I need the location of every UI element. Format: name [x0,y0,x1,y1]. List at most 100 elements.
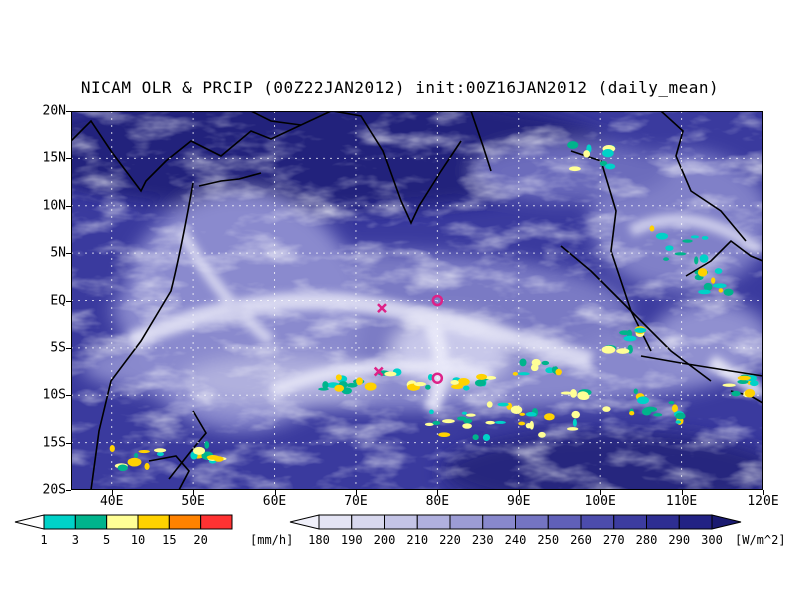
lat-tick [66,205,71,207]
java-coast [640,355,763,377]
precip-colorbar-label: 20 [193,533,208,547]
precip-cell [737,375,751,381]
precip-cell [341,387,352,395]
borneo-coast [685,239,763,277]
olr-colorbar-label: 180 [308,533,330,547]
precip-cell [665,245,674,251]
precip-cell [485,375,497,380]
colorbar-right-arrow [711,514,742,530]
precip-cell [519,412,526,416]
lat-tick-label: 10N [42,198,66,214]
precip-cell [518,372,530,376]
precip-cell [682,239,693,243]
lat-tick [66,490,71,491]
india-coast [332,111,462,225]
precip-cell [723,288,734,296]
precip-cell [737,379,749,384]
precip-cell [698,289,711,295]
lat-tick-label: EQ [50,293,66,308]
lat-tick-label: 20S [42,482,66,498]
colorbar-left-arrow [289,514,320,530]
indochina-coast [660,111,747,242]
precip-cell [127,457,142,467]
colorbar-swatch [351,514,385,530]
olr-colorbar-label: 230 [471,533,494,547]
colorbar-swatch [106,514,139,530]
lat-tick [66,253,71,255]
lon-tick-label: 50E [181,494,205,509]
precip-cell [722,383,736,387]
precip-cell [694,256,699,265]
precip-cell [512,371,518,376]
lon-tick-label: 110E [665,494,698,509]
lat-tick [66,158,71,160]
burma-malay-coast [570,150,652,352]
precip-cell [637,396,649,405]
lon-tick [763,490,764,495]
x-marker [373,366,384,377]
precip-cell [538,431,546,438]
precip-cell [117,464,128,472]
precip-cell [442,419,455,424]
precip-cell [335,374,342,381]
persian-gulf-coast [250,111,302,126]
precip-cell [384,371,397,377]
graticule [71,111,763,490]
precip-cell [655,232,669,240]
precip-cell [675,412,686,420]
lon-tick [518,490,520,495]
precip-cell [134,453,139,458]
colorbar-swatch [613,514,647,530]
precip-colorbar-label: 3 [71,533,79,547]
precip-cell [364,382,377,391]
precip-cell [653,413,663,417]
precip-cell [138,449,150,454]
precip-cell [485,420,496,425]
precip-cell [472,434,479,441]
lon-tick [600,490,602,495]
arabia-coast [71,111,332,193]
precip-cell [451,384,464,390]
precip-cell [599,160,608,167]
precip-cell [703,282,713,291]
lat-tick [66,347,71,349]
colorbar-swatch [482,514,516,530]
precip-cell [510,405,523,414]
colorbar-swatch [200,514,233,530]
lat-tick-label: 5S [50,340,66,356]
colorbar-swatch [74,514,108,530]
circle-marker [431,294,444,307]
lat-tick-label: 15S [42,435,66,451]
lon-tick-label: 40E [99,494,124,509]
colorbar-swatch [137,514,170,530]
lon-tick [355,490,357,495]
precip-cell [450,379,459,385]
precip-cell [193,446,206,455]
precip-cell [566,427,579,431]
precip-colorbar-label: 15 [162,533,177,547]
precip-cell [623,335,637,342]
precip-cell [525,412,537,417]
precip-cell [675,420,682,424]
precip-cell [432,420,441,425]
precip-colorbar-label: 10 [130,533,146,547]
precip-cell [457,377,470,386]
precip-cell [643,406,658,413]
precip-cell [699,254,709,263]
precip-cell [629,411,635,416]
precip-cell [109,445,115,452]
lon-tick-label: 100E [584,494,616,509]
colorbar-swatch [168,514,202,530]
precip-cell [204,441,210,449]
precip-cell [555,368,562,376]
precip-cell [438,432,451,438]
colorbar-swatch [384,514,418,530]
olr-unit-label: [W/m^2] [735,533,786,547]
precip-cell [462,423,472,429]
precip-cell [206,455,220,460]
precip-cell [414,382,427,387]
precip-cell [529,420,534,430]
precip-cell [583,150,591,158]
precip-cell [701,235,709,240]
x-marker [377,303,387,313]
